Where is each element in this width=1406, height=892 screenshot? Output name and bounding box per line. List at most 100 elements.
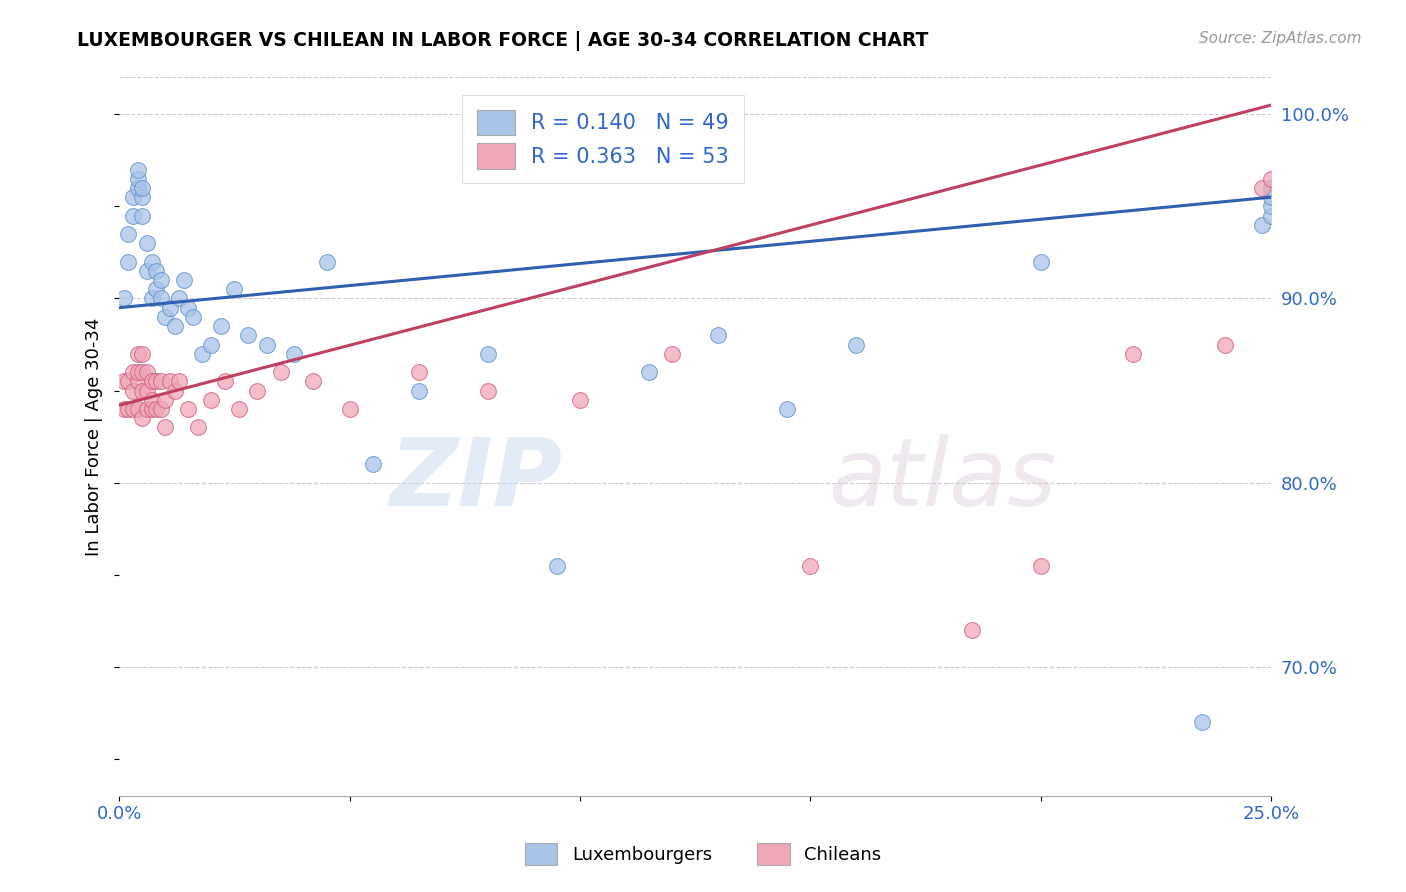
- Point: [960, 623, 983, 637]
- Point: [163, 319, 186, 334]
- Y-axis label: In Labor Force | Age 30-34: In Labor Force | Age 30-34: [86, 318, 103, 556]
- Point: [141, 392, 163, 407]
- Point: [177, 401, 200, 416]
- Point: [122, 190, 145, 204]
- Point: [224, 282, 246, 296]
- Point: [361, 457, 384, 471]
- Point: [1260, 181, 1282, 195]
- Point: [1260, 190, 1282, 204]
- Point: [145, 401, 167, 416]
- Point: [112, 292, 135, 306]
- Point: [1029, 558, 1052, 573]
- Point: [546, 558, 568, 573]
- Point: [238, 328, 260, 343]
- Point: [145, 375, 167, 389]
- Point: [1191, 715, 1213, 730]
- Point: [149, 375, 172, 389]
- Point: [283, 347, 305, 361]
- Point: [187, 420, 209, 434]
- Point: [131, 365, 153, 379]
- Point: [1122, 347, 1144, 361]
- Text: Source: ZipAtlas.com: Source: ZipAtlas.com: [1198, 31, 1361, 46]
- Point: [122, 365, 145, 379]
- Point: [131, 209, 153, 223]
- Point: [638, 365, 661, 379]
- Point: [270, 365, 292, 379]
- Point: [131, 347, 153, 361]
- Point: [127, 181, 149, 195]
- Point: [301, 375, 323, 389]
- Point: [1029, 254, 1052, 268]
- Point: [131, 411, 153, 425]
- Point: [1296, 752, 1319, 766]
- Point: [127, 365, 149, 379]
- Point: [191, 347, 214, 361]
- Point: [141, 375, 163, 389]
- Point: [127, 375, 149, 389]
- Point: [661, 347, 683, 361]
- Point: [1260, 171, 1282, 186]
- Point: [122, 384, 145, 398]
- Point: [163, 384, 186, 398]
- Point: [149, 273, 172, 287]
- Point: [209, 319, 232, 334]
- Point: [246, 384, 269, 398]
- Point: [141, 292, 163, 306]
- Point: [408, 384, 430, 398]
- Point: [1250, 181, 1272, 195]
- Point: [167, 292, 190, 306]
- Point: [135, 365, 157, 379]
- Point: [127, 162, 149, 177]
- Point: [1213, 337, 1236, 351]
- Point: [117, 375, 139, 389]
- Point: [159, 375, 181, 389]
- Point: [112, 375, 135, 389]
- Point: [122, 401, 145, 416]
- Point: [141, 254, 163, 268]
- Point: [135, 236, 157, 251]
- Point: [1282, 153, 1305, 168]
- Point: [127, 171, 149, 186]
- Point: [131, 384, 153, 398]
- Point: [131, 190, 153, 204]
- Legend: Luxembourgers, Chileans: Luxembourgers, Chileans: [517, 836, 889, 872]
- Point: [149, 292, 172, 306]
- Legend: R = 0.140   N = 49, R = 0.363   N = 53: R = 0.140 N = 49, R = 0.363 N = 53: [463, 95, 744, 184]
- Point: [127, 401, 149, 416]
- Point: [799, 558, 821, 573]
- Point: [214, 375, 236, 389]
- Point: [200, 337, 222, 351]
- Point: [315, 254, 337, 268]
- Point: [707, 328, 730, 343]
- Point: [117, 401, 139, 416]
- Point: [845, 337, 868, 351]
- Point: [569, 392, 592, 407]
- Point: [145, 282, 167, 296]
- Point: [228, 401, 250, 416]
- Point: [155, 420, 177, 434]
- Point: [173, 273, 195, 287]
- Point: [155, 310, 177, 324]
- Point: [1260, 199, 1282, 213]
- Point: [477, 347, 499, 361]
- Point: [145, 264, 167, 278]
- Point: [477, 384, 499, 398]
- Point: [776, 401, 799, 416]
- Point: [1270, 162, 1292, 177]
- Point: [408, 365, 430, 379]
- Point: [159, 301, 181, 315]
- Point: [177, 301, 200, 315]
- Point: [1250, 218, 1272, 232]
- Point: [141, 401, 163, 416]
- Point: [135, 264, 157, 278]
- Point: [339, 401, 361, 416]
- Text: LUXEMBOURGER VS CHILEAN IN LABOR FORCE | AGE 30-34 CORRELATION CHART: LUXEMBOURGER VS CHILEAN IN LABOR FORCE |…: [77, 31, 929, 51]
- Point: [155, 392, 177, 407]
- Point: [181, 310, 204, 324]
- Point: [135, 384, 157, 398]
- Point: [131, 181, 153, 195]
- Point: [135, 401, 157, 416]
- Point: [112, 401, 135, 416]
- Point: [117, 227, 139, 241]
- Point: [122, 209, 145, 223]
